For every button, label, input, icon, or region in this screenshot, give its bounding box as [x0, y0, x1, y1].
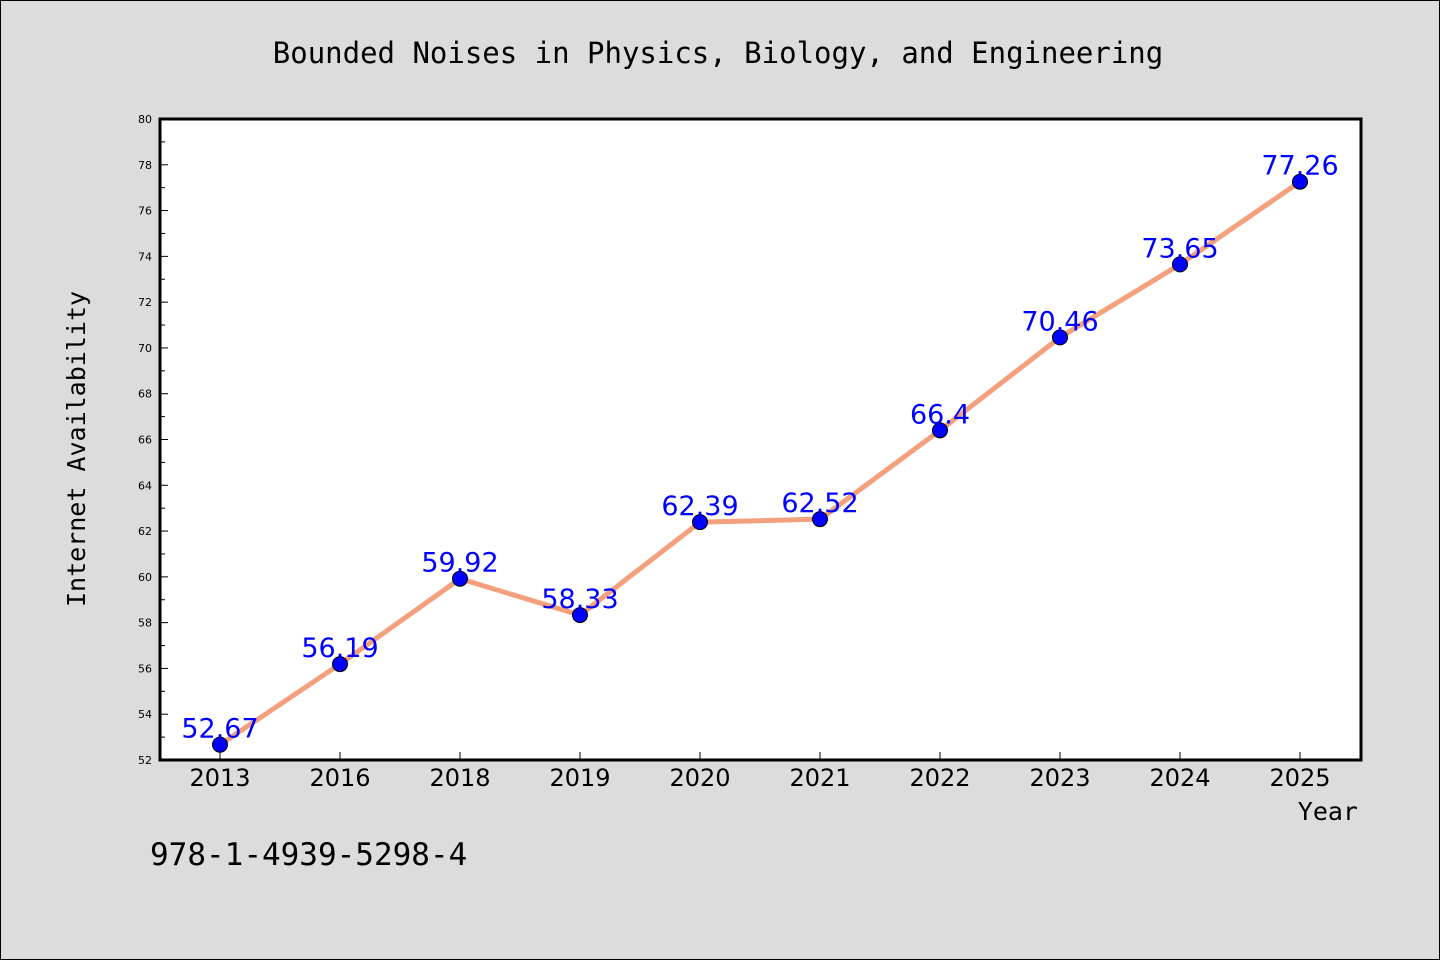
x-tick-label: 2022: [909, 764, 970, 792]
x-tick-label: 2025: [1269, 764, 1330, 792]
data-label: 62.39: [661, 491, 738, 522]
y-tick-label: 76: [138, 205, 152, 218]
data-point: [452, 570, 468, 587]
x-tick-label: 2013: [189, 764, 250, 792]
x-tick-label: 2021: [789, 764, 850, 792]
data-label: 77.26: [1261, 151, 1338, 182]
data-point: [692, 514, 708, 531]
y-tick-label: 52: [138, 754, 152, 767]
data-point: [1292, 173, 1308, 190]
data-label: 66.4: [910, 399, 970, 430]
series-line: [217, 179, 1303, 748]
x-tick-label: 2020: [669, 764, 730, 792]
data-label: 58.33: [541, 584, 618, 615]
y-tick-label: 74: [138, 250, 152, 263]
x-tick-label: 2018: [429, 764, 490, 792]
y-tick-label: 54: [138, 708, 152, 721]
y-tick-label: 62: [138, 525, 152, 538]
data-point: [572, 607, 588, 624]
data-point: [932, 422, 948, 439]
y-tick-label: 56: [138, 662, 152, 675]
data-label: 70.46: [1021, 306, 1098, 337]
data-label: 52.67: [181, 714, 258, 745]
data-point: [212, 736, 228, 753]
x-tick-label: 2023: [1029, 764, 1090, 792]
plot-area: [158, 117, 1363, 762]
y-tick-label: 72: [138, 296, 152, 309]
y-tick-label: 60: [138, 571, 152, 584]
data-point: [332, 656, 348, 673]
x-tick-label: 2019: [549, 764, 610, 792]
x-axis-label: Year: [1298, 797, 1358, 826]
x-axis: 2013 2016 2018 2019 2020 2021 2022 2023 2024 2025: [189, 752, 1331, 792]
x-tick-label: 2016: [309, 764, 370, 792]
series-group: 52.67 56.19 59.92 58.33 62.39 62.52 66.4 70.46 7…: [181, 151, 1339, 753]
y-tick-label: 64: [138, 479, 152, 492]
data-label: 59.92: [421, 548, 498, 579]
y-tick-label: 70: [138, 342, 152, 355]
data-point: [812, 511, 828, 528]
y-tick-label: 80: [138, 113, 152, 126]
y-tick-label: 68: [138, 388, 152, 401]
data-point: [1052, 329, 1068, 346]
y-tick-label: 78: [138, 159, 152, 172]
footer-isbn: 978-1-4939-5298-4: [150, 837, 467, 873]
y-tick-label: 58: [138, 617, 152, 630]
data-label: 73.65: [1141, 233, 1218, 264]
data-label: 62.52: [781, 488, 858, 519]
y-axis: 52 54 56 58 60 62 64 66 68 70 72 74 76 78 80: [138, 113, 168, 767]
y-tick-label: 66: [138, 434, 152, 447]
chart-title: Bounded Noises in Physics, Biology, and …: [273, 36, 1163, 70]
y-axis-label: Internet Availability: [62, 291, 91, 607]
data-label: 56.19: [301, 633, 378, 664]
data-point: [1172, 256, 1188, 273]
x-tick-label: 2024: [1149, 764, 1210, 792]
